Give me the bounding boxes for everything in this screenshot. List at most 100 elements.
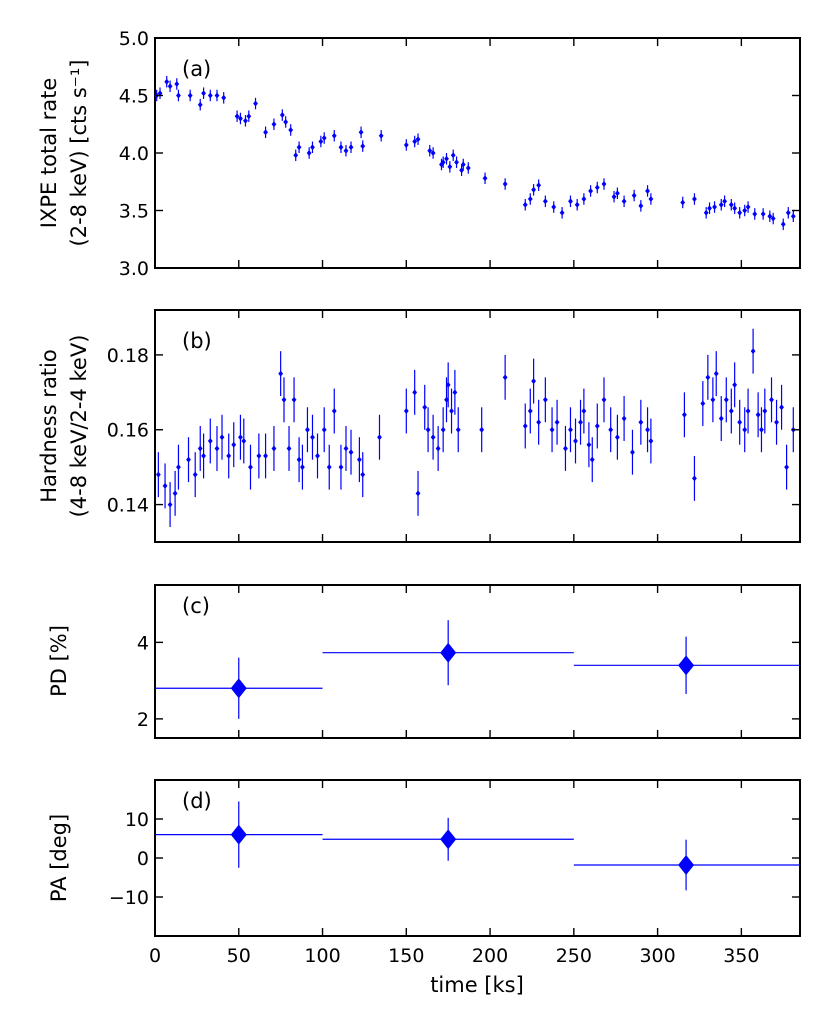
data-point: [568, 195, 573, 208]
diamond-marker: [440, 829, 457, 850]
x-tick-label: 150: [388, 945, 424, 967]
diamond-marker: [454, 159, 459, 166]
diamond-marker: [440, 159, 446, 166]
data-point: [742, 407, 748, 453]
data-point: [318, 135, 324, 148]
data-point: [293, 149, 299, 162]
diamond-marker: [614, 434, 620, 441]
data-point: [779, 384, 784, 430]
y-tick-label: 4: [137, 632, 149, 654]
diamond-marker: [760, 210, 766, 217]
data-point: [412, 135, 418, 148]
data-point: [621, 195, 627, 208]
diamond-marker: [703, 209, 709, 216]
data-point: [522, 403, 528, 449]
panel-a-x-ticks: [154, 38, 743, 268]
data-point: [238, 414, 243, 460]
x-tick-labels: 0 50 100 150 200 250 300 350: [149, 945, 760, 967]
diamond-marker: [732, 381, 738, 388]
data-point: [219, 414, 225, 460]
diamond-marker: [581, 408, 587, 415]
diamond-marker: [779, 404, 784, 411]
data-point: [246, 110, 252, 122]
diamond-marker: [767, 213, 773, 220]
panel-d-ylabel: PA [deg]: [47, 814, 71, 902]
data-point: [164, 75, 170, 88]
diamond-marker: [563, 445, 568, 452]
diamond-marker: [343, 147, 349, 154]
data-point: [601, 377, 607, 423]
diamond-marker: [214, 92, 220, 99]
panel-d-x-ticks: [154, 780, 743, 936]
data-point: [542, 377, 548, 423]
diamond-marker: [310, 434, 315, 441]
data-point: [581, 388, 587, 434]
data-point: [377, 414, 382, 460]
data-point: [176, 444, 181, 490]
panel-b-frame: [154, 309, 801, 543]
data-point: [256, 433, 262, 479]
data-point: [785, 207, 791, 219]
data-point: [358, 126, 364, 139]
diamond-marker: [305, 426, 310, 433]
diamond-marker: [356, 456, 362, 463]
diamond-marker: [601, 181, 607, 188]
data-point: [645, 185, 650, 197]
diamond-marker: [707, 205, 712, 212]
data-point: [430, 147, 436, 159]
diamond-marker: [785, 209, 791, 216]
data-point: [608, 407, 614, 453]
panel-c-frame: [154, 584, 801, 739]
data-point: [452, 369, 458, 415]
data-point: [713, 351, 719, 397]
diamond-marker: [338, 144, 344, 151]
data-point: [790, 210, 796, 222]
panel-d-frame: [154, 779, 801, 937]
diamond-marker: [348, 144, 354, 151]
data-point: [271, 426, 277, 471]
panel-c-x-ticks: [154, 585, 743, 738]
panel-a-tag: (a): [182, 57, 211, 81]
data-point: [770, 212, 776, 225]
diamond-marker: [226, 452, 232, 459]
diamond-marker: [648, 196, 654, 202]
data-point: [728, 199, 734, 211]
diamond-marker: [718, 415, 724, 422]
data-point: [291, 377, 297, 423]
diamond-marker: [680, 199, 686, 206]
x-tick-label: 50: [227, 945, 251, 967]
data-point: [784, 444, 789, 490]
diamond-marker: [403, 408, 409, 415]
diamond-marker: [197, 101, 203, 108]
data-point: [315, 433, 320, 479]
data-point: [648, 193, 654, 205]
data-point: [296, 437, 302, 483]
data-point: [549, 407, 555, 453]
diamond-marker: [300, 464, 305, 471]
diamond-marker: [536, 182, 542, 189]
y-tick-label: 4.5: [119, 86, 149, 108]
data-point: [780, 218, 786, 231]
x-tick-label: 350: [723, 945, 759, 967]
diamond-marker: [176, 92, 181, 99]
panel-b-ylabel-line1: Hardness ratio: [37, 349, 61, 502]
data-point: [201, 433, 206, 479]
diamond-marker: [759, 426, 764, 433]
diamond-marker: [248, 464, 253, 471]
data-point: [527, 193, 533, 205]
diamond-marker: [157, 90, 163, 97]
diamond-marker: [762, 408, 768, 415]
data-point: [214, 426, 220, 471]
diamond-marker: [174, 81, 180, 87]
x-tick-label: 0: [149, 945, 161, 967]
diamond-marker: [648, 437, 654, 444]
diamond-marker: [263, 452, 268, 459]
data-point: [449, 388, 454, 434]
diamond-marker: [315, 452, 320, 459]
diamond-marker: [440, 426, 446, 433]
x-tick-label: 300: [639, 945, 675, 967]
diamond-marker: [581, 196, 587, 202]
data-point: [707, 202, 712, 214]
diamond-marker: [713, 370, 719, 377]
diamond-marker: [750, 348, 756, 355]
